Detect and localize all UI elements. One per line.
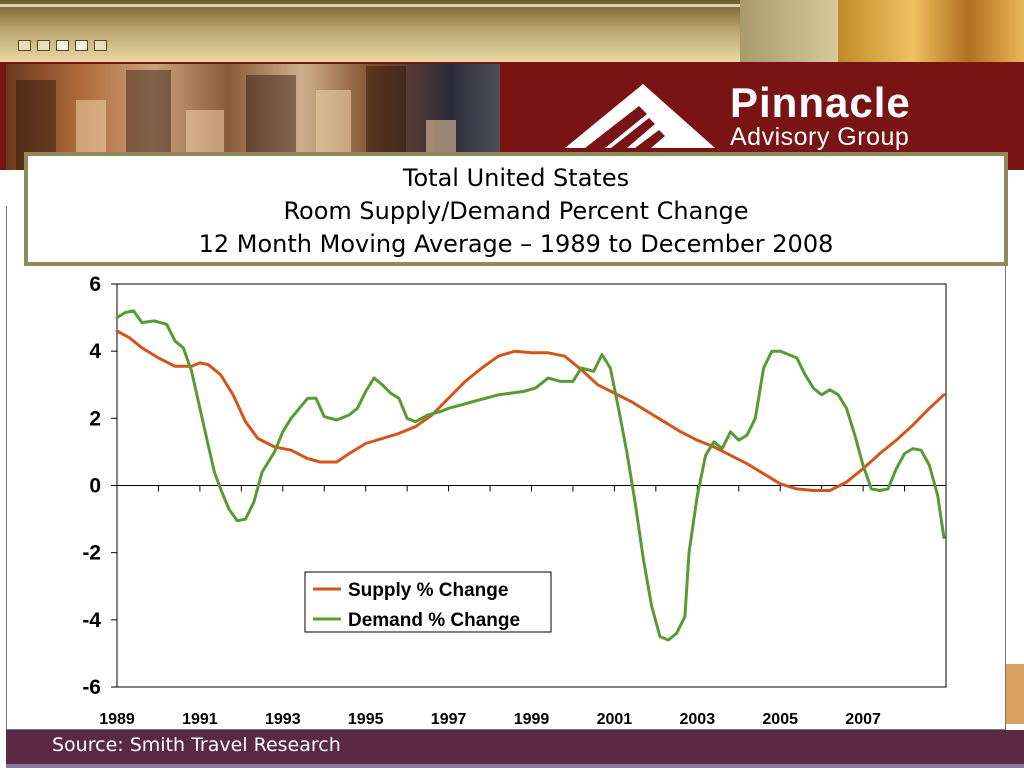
chart-panel: 6 4 2 0 -2 -4 -6 1989 1991 1993 1995 1997 1999 2001 20… <box>6 206 1006 730</box>
x-tick-label: 2003 <box>680 711 716 728</box>
chart-legend <box>304 571 552 633</box>
x-tick-label: 2001 <box>597 711 633 728</box>
y-tick-label: 4 <box>89 340 101 363</box>
y-tick-label: -2 <box>82 542 101 565</box>
side-decoration-right <box>1006 664 1024 724</box>
legend-label: Demand % Change <box>348 610 520 631</box>
line-chart: 6 4 2 0 -2 -4 -6 1989 1991 1993 1995 1997 1999 2001 20… <box>82 273 947 728</box>
y-tick-label: 0 <box>89 475 101 498</box>
square-icon <box>94 40 107 51</box>
company-logo: Pinnacle Advisory Group <box>730 79 911 151</box>
chart-title-line-3: 12 Month Moving Average – 1989 to Decemb… <box>198 230 834 258</box>
square-icon <box>18 40 31 51</box>
logo-tagline: Advisory Group <box>730 123 910 151</box>
logo-name: Pinnacle <box>730 79 911 126</box>
window-squares <box>18 40 107 51</box>
chart-title-line-2: Room Supply/Demand Percent Change <box>283 197 749 225</box>
header-banner <box>0 0 1024 62</box>
y-tick-label: 6 <box>89 273 101 296</box>
x-tick-label: 2005 <box>762 711 798 728</box>
footer-edge <box>6 764 1024 768</box>
banner-photo-strip <box>740 0 838 62</box>
source-note: Source: Smith Travel Research <box>52 734 341 756</box>
x-tick-label: 1991 <box>182 711 218 728</box>
square-icon <box>75 40 88 51</box>
y-tick-label: 2 <box>89 407 101 430</box>
banner-gold-building <box>838 0 1024 62</box>
x-tick-label: 2007 <box>845 711 881 728</box>
square-icon <box>56 40 69 51</box>
chart-title-box: Total United States Room Supply/Demand P… <box>24 152 1008 266</box>
square-icon <box>37 40 50 51</box>
x-tick-label: 1993 <box>265 711 301 728</box>
banner-stripe <box>0 4 740 7</box>
mountain-logo-icon <box>565 84 715 148</box>
legend-label: Supply % Change <box>348 580 508 601</box>
demand-series-line <box>115 309 946 642</box>
x-tick-label: 1995 <box>348 711 384 728</box>
y-tick-label: -4 <box>82 609 101 632</box>
x-tick-label: 1999 <box>514 711 550 728</box>
supply-series-line <box>115 329 946 492</box>
footer-bar: Source: Smith Travel Research <box>6 730 1024 768</box>
x-tick-label: 1997 <box>431 711 467 728</box>
x-tick-label: 1989 <box>99 711 135 728</box>
chart-title-line-1: Total United States <box>402 164 630 192</box>
y-tick-label: -6 <box>82 676 101 699</box>
